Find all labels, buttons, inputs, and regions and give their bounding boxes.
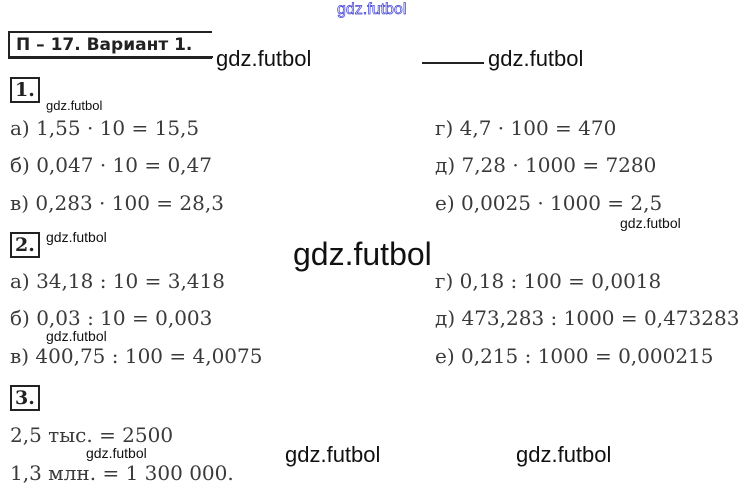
equation: б) 0,03 : 10 = 0,003 (10, 306, 213, 330)
equation: 2,5 тыс. = 2500 (10, 423, 174, 447)
watermark: gdz.futbol (337, 1, 407, 18)
equation: д) 473,283 : 1000 = 0,473283 (435, 306, 740, 330)
equation: е) 0,0025 · 1000 = 2,5 (435, 191, 663, 215)
watermark: gdz.futbol (620, 215, 681, 231)
task-number: 1. (10, 77, 40, 103)
watermark: gdz.futbol (516, 442, 612, 467)
task-number: 2. (10, 232, 40, 258)
equation: в) 400,75 : 100 = 4,0075 (10, 344, 263, 368)
page-title: П – 17. Вариант 1. (8, 31, 212, 59)
watermark: gdz.futbol (86, 445, 147, 461)
equation: д) 7,28 · 1000 = 7280 (435, 153, 657, 177)
task-number: 3. (10, 385, 40, 411)
watermark: gdz.futbol (46, 328, 107, 344)
watermark: gdz.futbol (285, 442, 381, 467)
title-underline (8, 56, 213, 58)
watermark: gdz.futbol (46, 98, 103, 113)
equation: 1,3 млн. = 1 300 000. (10, 461, 234, 485)
equation: а) 34,18 : 10 = 3,418 (10, 269, 225, 293)
equation: г) 0,18 : 100 = 0,0018 (435, 269, 662, 293)
watermark: gdz.futbol (293, 236, 432, 272)
equation: е) 0,215 : 1000 = 0,000215 (435, 344, 714, 368)
watermark: gdz.futbol (216, 46, 312, 71)
equation: в) 0,283 · 100 = 28,3 (10, 191, 224, 215)
watermark: gdz.futbol (46, 229, 107, 245)
equation: г) 4,7 · 100 = 470 (435, 116, 617, 140)
equation: а) 1,55 · 10 = 15,5 (10, 116, 200, 140)
watermark: gdz.futbol (488, 46, 584, 71)
divider-line (422, 62, 484, 64)
equation: б) 0,047 · 10 = 0,47 (10, 153, 212, 177)
